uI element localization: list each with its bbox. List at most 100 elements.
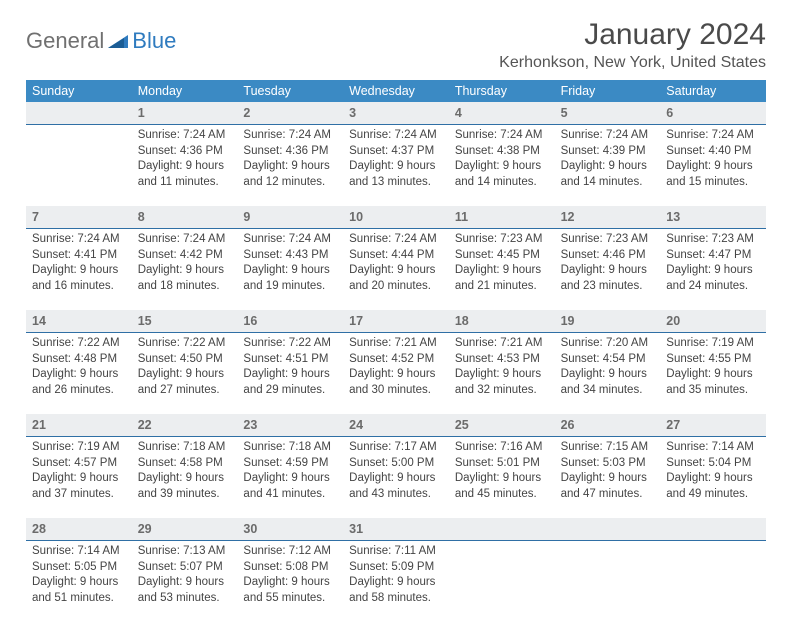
sunset-line: Sunset: 4:55 PM bbox=[666, 352, 760, 368]
sunset-line: Sunset: 5:09 PM bbox=[349, 560, 443, 576]
sunrise-line: Sunrise: 7:16 AM bbox=[455, 440, 549, 456]
day-cell: 10Sunrise: 7:24 AMSunset: 4:44 PMDayligh… bbox=[343, 206, 449, 300]
week-row: 28Sunrise: 7:14 AMSunset: 5:05 PMDayligh… bbox=[26, 518, 766, 612]
daylight-line-2: and 14 minutes. bbox=[455, 175, 549, 191]
day-cell: 11Sunrise: 7:23 AMSunset: 4:45 PMDayligh… bbox=[449, 206, 555, 300]
daylight-line-2: and 23 minutes. bbox=[561, 279, 655, 295]
day-cell: . bbox=[660, 518, 766, 612]
dow-tuesday: Tuesday bbox=[237, 80, 343, 102]
daylight-line-2: and 27 minutes. bbox=[138, 383, 232, 399]
day-cell: 29Sunrise: 7:13 AMSunset: 5:07 PMDayligh… bbox=[132, 518, 238, 612]
sunrise-line: Sunrise: 7:24 AM bbox=[349, 232, 443, 248]
sunrise-line: Sunrise: 7:24 AM bbox=[561, 128, 655, 144]
day-number: 5 bbox=[561, 106, 568, 120]
sunset-line: Sunset: 4:58 PM bbox=[138, 456, 232, 472]
sunset-line: Sunset: 5:00 PM bbox=[349, 456, 443, 472]
day-cell: 31Sunrise: 7:11 AMSunset: 5:09 PMDayligh… bbox=[343, 518, 449, 612]
sunrise-line: Sunrise: 7:23 AM bbox=[666, 232, 760, 248]
week-row: 7Sunrise: 7:24 AMSunset: 4:41 PMDaylight… bbox=[26, 206, 766, 300]
logo-text-blue: Blue bbox=[132, 28, 176, 54]
daylight-line-2: and 21 minutes. bbox=[455, 279, 549, 295]
week-separator bbox=[26, 196, 766, 206]
sunset-line: Sunset: 4:40 PM bbox=[666, 144, 760, 160]
sunrise-line: Sunrise: 7:24 AM bbox=[455, 128, 549, 144]
daylight-line-2: and 43 minutes. bbox=[349, 487, 443, 503]
day-number-row: 1 bbox=[132, 102, 238, 125]
logo-triangle-icon bbox=[108, 32, 130, 50]
daylight-line-1: Daylight: 9 hours bbox=[349, 159, 443, 175]
daylight-line-2: and 12 minutes. bbox=[243, 175, 337, 191]
day-number: 19 bbox=[561, 314, 575, 328]
day-cell: 21Sunrise: 7:19 AMSunset: 4:57 PMDayligh… bbox=[26, 414, 132, 508]
sunrise-line: Sunrise: 7:20 AM bbox=[561, 336, 655, 352]
daylight-line-1: Daylight: 9 hours bbox=[349, 471, 443, 487]
day-cell: 7Sunrise: 7:24 AMSunset: 4:41 PMDaylight… bbox=[26, 206, 132, 300]
day-cell: 22Sunrise: 7:18 AMSunset: 4:58 PMDayligh… bbox=[132, 414, 238, 508]
daylight-line-1: Daylight: 9 hours bbox=[455, 263, 549, 279]
day-number-row: 3 bbox=[343, 102, 449, 125]
daylight-line-2: and 35 minutes. bbox=[666, 383, 760, 399]
day-number: 13 bbox=[666, 210, 680, 224]
week-row: 21Sunrise: 7:19 AMSunset: 4:57 PMDayligh… bbox=[26, 414, 766, 508]
calendar-page: General Blue January 2024 Kerhonkson, Ne… bbox=[0, 0, 792, 630]
sunrise-line: Sunrise: 7:23 AM bbox=[455, 232, 549, 248]
dow-sunday: Sunday bbox=[26, 80, 132, 102]
day-cell: 5 Sunrise: 7:24 AMSunset: 4:39 PMDaylight… bbox=[555, 102, 661, 196]
sunrise-line: Sunrise: 7:24 AM bbox=[666, 128, 760, 144]
day-number: 2 bbox=[243, 106, 250, 120]
sunset-line: Sunset: 4:41 PM bbox=[32, 248, 126, 264]
day-cell: 9Sunrise: 7:24 AMSunset: 4:43 PMDaylight… bbox=[237, 206, 343, 300]
day-number-row: . bbox=[449, 518, 555, 541]
sunset-line: Sunset: 4:39 PM bbox=[561, 144, 655, 160]
sunrise-line: Sunrise: 7:19 AM bbox=[666, 336, 760, 352]
day-cell: . bbox=[555, 518, 661, 612]
sunset-line: Sunset: 5:07 PM bbox=[138, 560, 232, 576]
day-number-row: 8 bbox=[132, 206, 238, 229]
daylight-line-1: Daylight: 9 hours bbox=[561, 367, 655, 383]
day-number-row: 16 bbox=[237, 310, 343, 333]
day-number: 7 bbox=[32, 210, 39, 224]
daylight-line-2: and 32 minutes. bbox=[455, 383, 549, 399]
day-number-row: 5 bbox=[555, 102, 661, 125]
day-number: 3 bbox=[349, 106, 356, 120]
daylight-line-1: Daylight: 9 hours bbox=[138, 159, 232, 175]
dow-saturday: Saturday bbox=[660, 80, 766, 102]
day-cell: 8Sunrise: 7:24 AMSunset: 4:42 PMDaylight… bbox=[132, 206, 238, 300]
sunrise-line: Sunrise: 7:19 AM bbox=[32, 440, 126, 456]
daylight-line-1: Daylight: 9 hours bbox=[32, 471, 126, 487]
day-number: 31 bbox=[349, 522, 363, 536]
sunset-line: Sunset: 4:52 PM bbox=[349, 352, 443, 368]
day-number-row: 10 bbox=[343, 206, 449, 229]
day-cell: 25Sunrise: 7:16 AMSunset: 5:01 PMDayligh… bbox=[449, 414, 555, 508]
week-separator bbox=[26, 300, 766, 310]
daylight-line-2: and 16 minutes. bbox=[32, 279, 126, 295]
day-number-row: 24 bbox=[343, 414, 449, 437]
daylight-line-1: Daylight: 9 hours bbox=[32, 263, 126, 279]
daylight-line-1: Daylight: 9 hours bbox=[561, 159, 655, 175]
sunrise-line: Sunrise: 7:22 AM bbox=[32, 336, 126, 352]
daylight-line-2: and 41 minutes. bbox=[243, 487, 337, 503]
sunset-line: Sunset: 4:36 PM bbox=[138, 144, 232, 160]
day-number-row: 20 bbox=[660, 310, 766, 333]
day-cell: 26Sunrise: 7:15 AMSunset: 5:03 PMDayligh… bbox=[555, 414, 661, 508]
day-number-row: 6 bbox=[660, 102, 766, 125]
day-number: 16 bbox=[243, 314, 257, 328]
daylight-line-1: Daylight: 9 hours bbox=[561, 471, 655, 487]
day-number: 30 bbox=[243, 522, 257, 536]
sunrise-line: Sunrise: 7:14 AM bbox=[32, 544, 126, 560]
daylight-line-2: and 47 minutes. bbox=[561, 487, 655, 503]
day-cell: 19 Sunrise: 7:20 AMSunset: 4:54 PMDayligh… bbox=[555, 310, 661, 404]
daylight-line-1: Daylight: 9 hours bbox=[666, 263, 760, 279]
sunset-line: Sunset: 4:46 PM bbox=[561, 248, 655, 264]
sunrise-line: Sunrise: 7:23 AM bbox=[561, 232, 655, 248]
day-number: 21 bbox=[32, 418, 46, 432]
day-number-row: 22 bbox=[132, 414, 238, 437]
sunset-line: Sunset: 5:08 PM bbox=[243, 560, 337, 576]
sunset-line: Sunset: 4:51 PM bbox=[243, 352, 337, 368]
day-of-week-header: Sunday Monday Tuesday Wednesday Thursday… bbox=[26, 80, 766, 102]
day-number-row: 17 bbox=[343, 310, 449, 333]
sunset-line: Sunset: 4:54 PM bbox=[561, 352, 655, 368]
daylight-line-2: and 11 minutes. bbox=[138, 175, 232, 191]
day-cell: 17Sunrise: 7:21 AMSunset: 4:52 PMDayligh… bbox=[343, 310, 449, 404]
day-number-row: 15 bbox=[132, 310, 238, 333]
